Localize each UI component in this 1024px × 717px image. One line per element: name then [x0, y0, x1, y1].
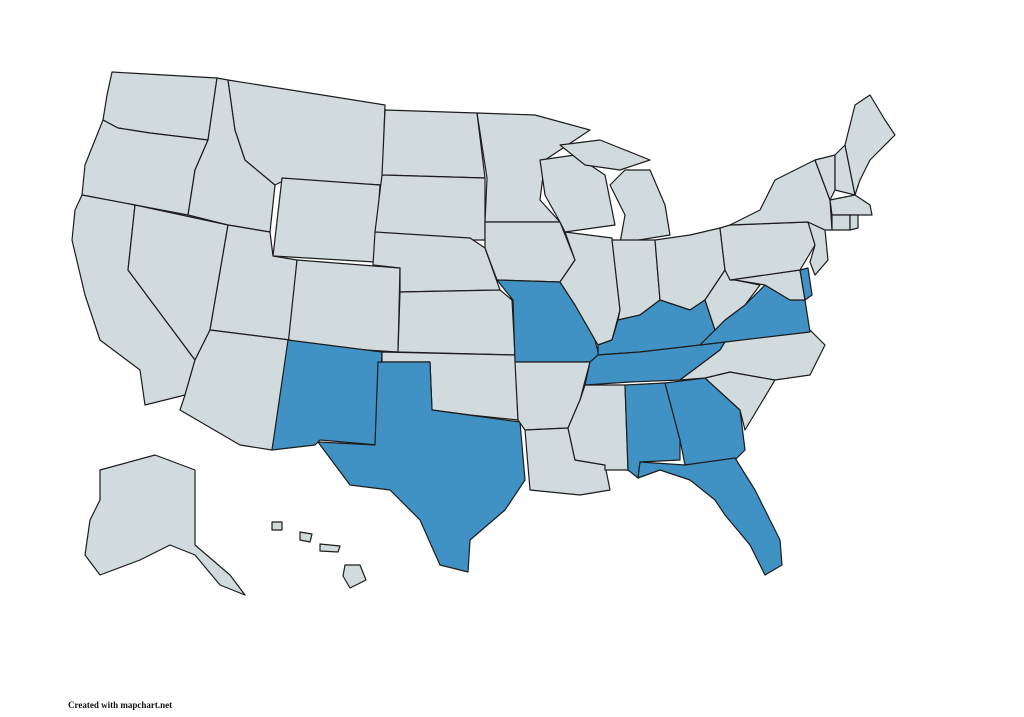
state-ma: [829, 194, 873, 216]
state-wy: [272, 177, 381, 263]
state-mn: [476, 112, 591, 223]
state-de: [799, 267, 813, 301]
state-ks: [397, 289, 516, 356]
credit-text: Created with mapchart.net: [68, 700, 173, 710]
state-hi-3: [319, 543, 341, 553]
state-ny: [729, 159, 833, 231]
state-hi-1: [271, 521, 283, 531]
state-mi-u: [559, 139, 651, 171]
state-ms: [567, 384, 629, 471]
state-me: [844, 94, 896, 196]
state-co: [287, 259, 401, 353]
state-hi-4: [342, 564, 367, 589]
state-hi-2: [299, 531, 313, 543]
state-nm: [271, 339, 383, 451]
state-mi-l: [609, 169, 671, 244]
state-nd: [381, 109, 486, 179]
state-ak: [84, 454, 246, 596]
state-ri: [849, 214, 859, 231]
state-fl: [637, 457, 783, 576]
state-tx: [317, 361, 526, 573]
state-ct: [831, 214, 851, 231]
state-ia: [484, 221, 576, 283]
state-sd: [374, 174, 486, 241]
